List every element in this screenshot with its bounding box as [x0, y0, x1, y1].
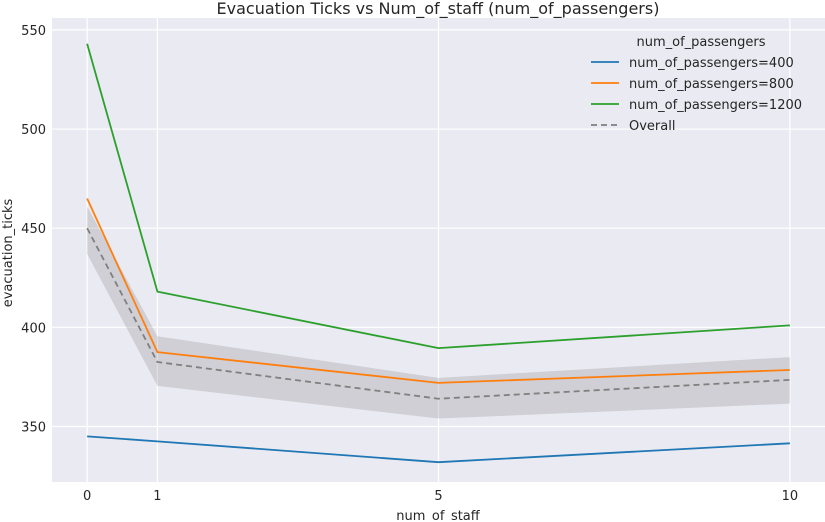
y-tick-label: 450 [21, 222, 46, 237]
ci-band [87, 206, 790, 419]
y-tick-label: 550 [21, 24, 46, 39]
chart-title: Evacuation Ticks vs Num_of_staff (num_of… [217, 0, 660, 19]
x-ticks: 0 1 5 10 [83, 489, 798, 504]
x-axis-label: num_of_staff [396, 509, 481, 522]
y-tick-label: 500 [21, 123, 46, 138]
x-tick-label: 10 [782, 489, 799, 504]
legend-entry: num_of_passengers=800 [629, 77, 794, 92]
series-lines [86, 43, 790, 464]
legend-entry: num_of_passengers=1200 [629, 98, 802, 113]
legend: num_of_passengers num_of_passengers=400nu… [591, 35, 802, 134]
series-line-2 [86, 43, 790, 350]
y-ticks: 350 400 450 500 550 [21, 24, 46, 436]
y-tick-label: 400 [21, 321, 46, 336]
series-line-0 [87, 435, 790, 464]
series-line-1 [86, 198, 790, 384]
confidence-band [87, 206, 790, 419]
x-tick-label: 5 [434, 489, 442, 504]
y-axis-label: evacuation_ticks [1, 198, 16, 307]
series-line-3 [86, 227, 790, 400]
x-tick-label: 1 [153, 489, 161, 504]
legend-entry: Overall [629, 119, 675, 134]
legend-title: num_of_passengers [636, 35, 765, 50]
x-tick-label: 0 [83, 489, 91, 504]
y-tick-label: 350 [21, 420, 46, 435]
legend-entry: num_of_passengers=400 [629, 56, 794, 71]
grid [52, 18, 825, 482]
